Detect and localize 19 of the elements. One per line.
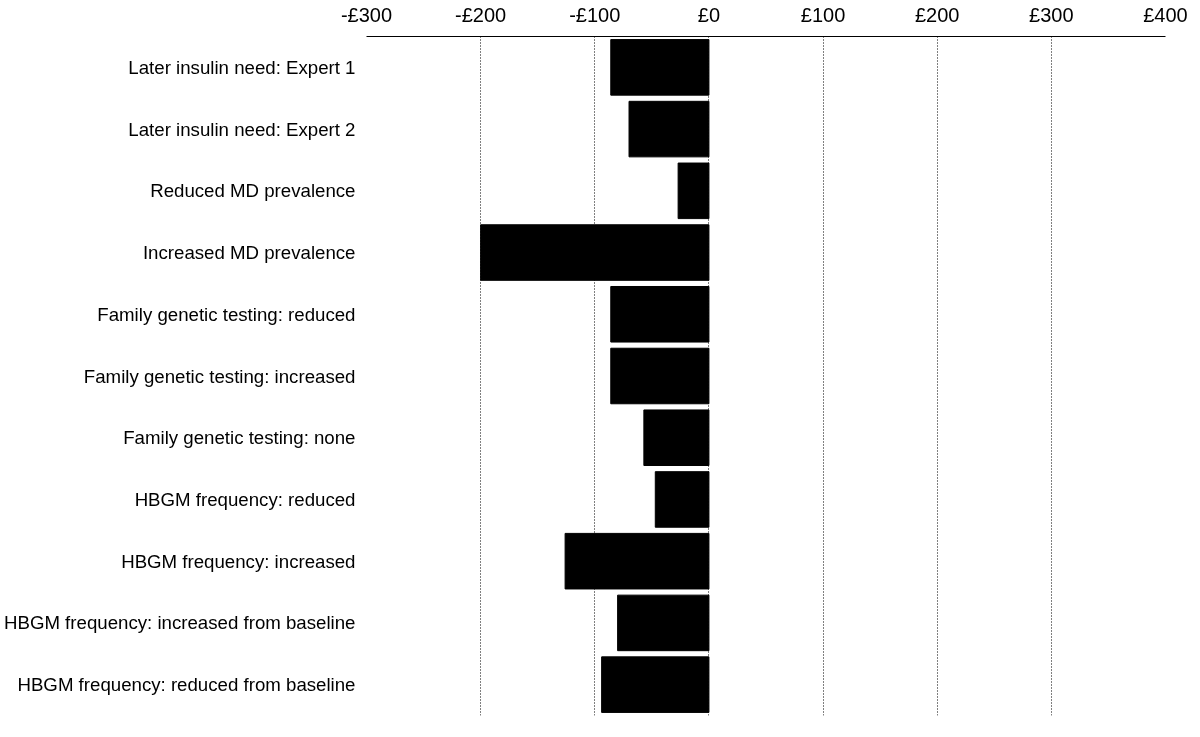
x-tick-label: £200 — [914, 3, 960, 26]
y-tick-label: Later insulin need: Expert 1 — [128, 56, 356, 78]
y-tick-label: HBGM frequency: increased — [121, 550, 356, 572]
y-tick-label: Family genetic testing: reduced — [97, 303, 356, 325]
x-tick-label: £0 — [697, 3, 721, 26]
y-tick-label: Family genetic testing: none — [123, 427, 356, 449]
x-tick-label: £400 — [1143, 3, 1188, 26]
y-tick-label: Reduced MD prevalence — [150, 180, 356, 202]
y-tick-label: Family genetic testing: increased — [83, 365, 356, 387]
y-tick-label: Later insulin need: Expert 2 — [128, 118, 356, 140]
y-tick-label: HBGM frequency: reduced from baseline — [17, 674, 356, 696]
y-tick-label: Increased MD prevalence — [142, 242, 356, 264]
y-tick-label: HBGM frequency: increased from baseline — [3, 612, 356, 634]
x-tick-label: £300 — [1029, 3, 1074, 26]
x-tick-label: £100 — [800, 3, 846, 26]
x-tick-label: -£300 — [340, 3, 393, 26]
y-tick-label: HBGM frequency: reduced — [134, 488, 356, 510]
x-tick-label: -£100 — [569, 3, 621, 26]
x-tick-label: -£200 — [455, 3, 507, 26]
